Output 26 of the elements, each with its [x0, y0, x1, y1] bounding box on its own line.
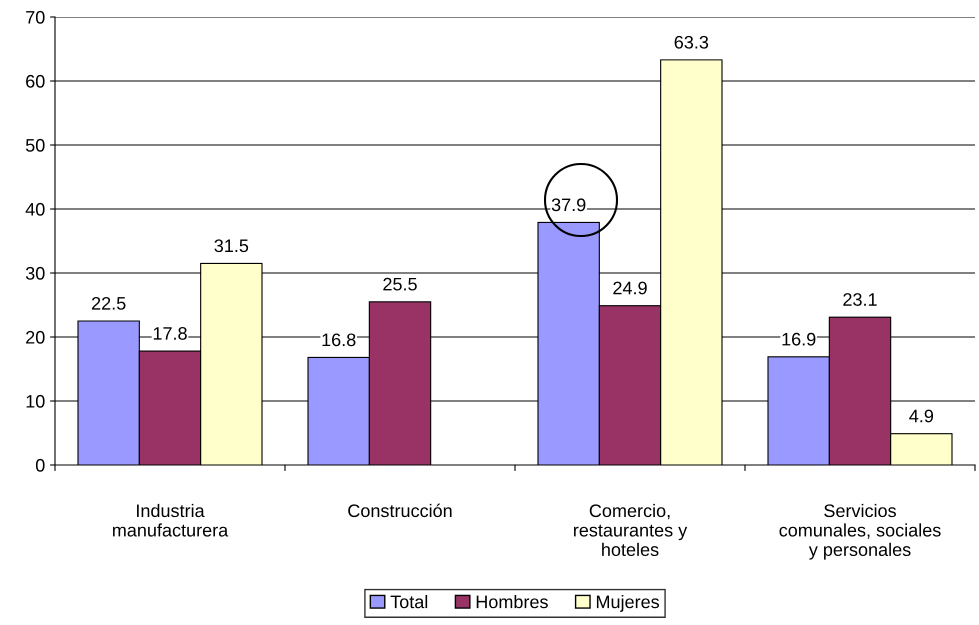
- y-tick-label: 10: [26, 394, 45, 408]
- legend-label: Mujeres: [596, 595, 660, 612]
- data-label: 16.8: [322, 333, 356, 346]
- data-label: 63.3: [674, 36, 708, 49]
- y-tick-label: 40: [26, 202, 45, 216]
- data-label: 25.5: [383, 278, 417, 291]
- x-tick-label: Industria manufacturera: [112, 504, 228, 537]
- data-label: 17.8: [154, 327, 187, 340]
- legend-label: Hombres: [476, 595, 548, 608]
- y-tick-label: 60: [26, 74, 45, 88]
- x-tick-label: Servicios comunales, sociales y personales: [779, 504, 941, 560]
- legend-label: Total: [390, 595, 428, 608]
- data-label: 37.9: [552, 198, 586, 212]
- y-tick-label: 20: [26, 330, 45, 344]
- x-tick-label: Comercio, restaurantes y hoteles: [574, 504, 688, 556]
- y-tick-label: 70: [26, 10, 45, 24]
- data-label: 24.9: [613, 282, 647, 294]
- data-label: 31.5: [214, 239, 248, 252]
- x-tick-label: Construcción: [348, 504, 452, 518]
- data-label: 23.1: [843, 293, 877, 306]
- data-label: 16.9: [782, 332, 816, 346]
- y-tick-label: 30: [26, 266, 45, 280]
- y-tick-label: 50: [26, 138, 45, 152]
- data-label: 4.9: [909, 410, 934, 422]
- y-tick-label: 0: [36, 458, 45, 472]
- data-label: 22.5: [92, 296, 126, 310]
